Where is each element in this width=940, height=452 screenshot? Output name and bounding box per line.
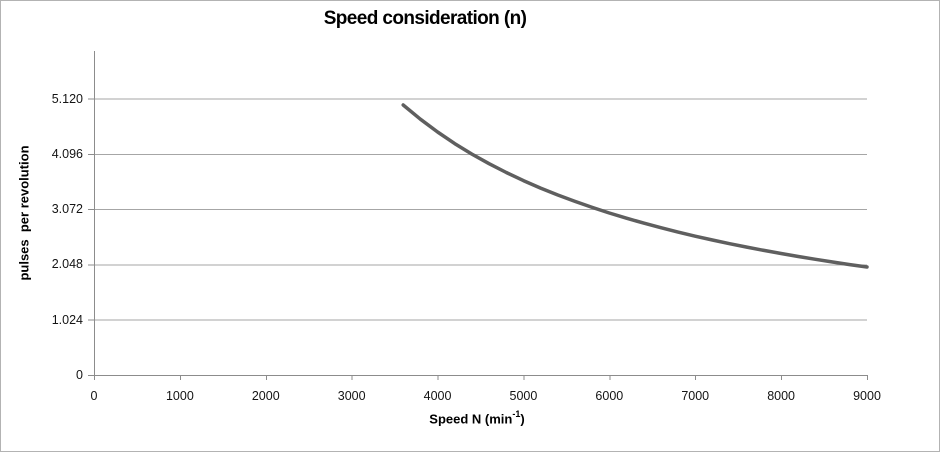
x-tick-label: 0 (90, 389, 98, 403)
y-tick-label: 5.120 (51, 91, 83, 106)
x-axis-title-text: Speed N (min (429, 411, 513, 427)
x-tick-label: 1000 (165, 389, 194, 403)
x-tick-label: 7000 (681, 389, 710, 403)
x-tick-label: 5000 (509, 389, 538, 403)
x-tick-label: 8000 (767, 389, 796, 403)
x-tick-label: 3000 (337, 389, 366, 403)
y-tick-label: 3.072 (51, 202, 83, 217)
y-tick-label: 4.096 (51, 146, 83, 161)
y-tick-label: 2.048 (51, 257, 83, 272)
x-tick-label: 6000 (595, 389, 624, 403)
x-tick-label: 2000 (251, 389, 280, 403)
x-tick-label: 9000 (853, 389, 881, 403)
y-tick-label: 0 (76, 368, 83, 382)
x-axis-title-superscript: -1 (512, 409, 521, 419)
series-line (401, 103, 869, 269)
chart-title: Speed consideration (n) (323, 8, 527, 29)
x-tick-label: 4000 (423, 389, 452, 403)
x-axis-title-close: ) (520, 411, 525, 427)
x-axis-title: Speed N (min-1) (15, 409, 939, 427)
y-tick-label: 1.024 (51, 312, 83, 327)
